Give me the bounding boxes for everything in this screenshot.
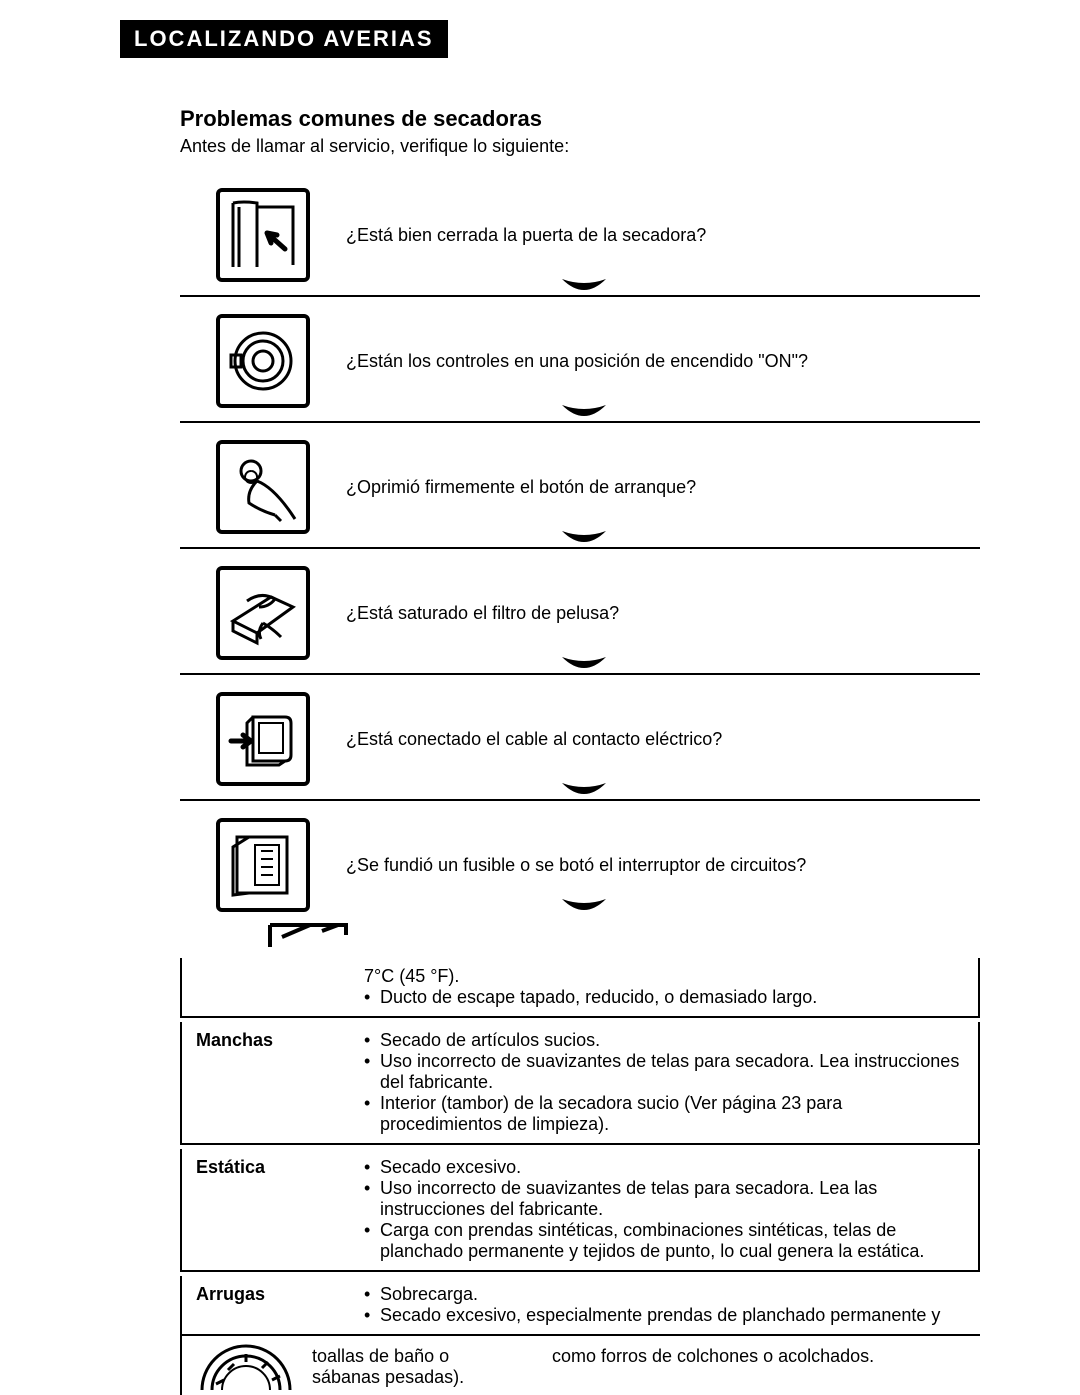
check-text: ¿Se fundió un fusible o se botó el inter…	[346, 855, 980, 876]
check-text: ¿Está conectado el cable al contacto elé…	[346, 729, 980, 750]
section-subtitle: Antes de llamar al servicio, verifique l…	[180, 136, 980, 157]
row-item: Secado de artículos sucios.	[380, 1030, 600, 1051]
frag-left: toallas de baño o sábanas pesadas).	[312, 1346, 522, 1388]
header-bar: LOCALIZANDO AVERIAS	[120, 20, 448, 58]
down-arrow-icon	[560, 529, 608, 549]
down-arrow-icon	[560, 781, 608, 801]
check-row: ¿Oprimió firmemente el botón de arranque…	[180, 423, 980, 549]
check-text: ¿Está saturado el filtro de pelusa?	[346, 603, 980, 624]
row-item: Secado excesivo, especialmente prendas d…	[380, 1305, 940, 1326]
row-item: Uso incorrecto de suavizantes de telas p…	[380, 1051, 964, 1093]
row-item: Sobrecarga.	[380, 1284, 478, 1305]
check-row: ¿Se fundió un fusible o se botó el inter…	[180, 801, 980, 915]
row-label: Estática	[182, 1149, 364, 1270]
row-label: Manchas	[182, 1022, 364, 1143]
duct-line: Ducto de escape tapado, reducido, o dema…	[380, 987, 817, 1008]
fusebox-icon	[216, 818, 310, 912]
partial-icon	[266, 921, 980, 954]
check-row: ¿Está saturado el filtro de pelusa?	[180, 549, 980, 675]
check-row: ¿Está bien cerrada la puerta de la secad…	[180, 171, 980, 297]
check-row: ¿Están los controles en una posición de …	[180, 297, 980, 423]
door-icon	[216, 188, 310, 282]
bottom-fragment: toallas de baño o sábanas pesadas). como…	[180, 1334, 980, 1395]
down-arrow-icon	[560, 897, 608, 917]
down-arrow-icon	[560, 403, 608, 423]
check-row: ¿Está conectado el cable al contacto elé…	[180, 675, 980, 801]
drum-icon	[182, 1336, 302, 1395]
plug-icon	[216, 692, 310, 786]
table-fragment-top: 7°C (45 °F). •Ducto de escape tapado, re…	[180, 958, 980, 1016]
check-text: ¿Oprimió firmemente el botón de arranque…	[346, 477, 980, 498]
temp-line: 7°C (45 °F).	[364, 966, 964, 987]
lint-filter-icon	[216, 566, 310, 660]
down-arrow-icon	[560, 277, 608, 297]
press-button-icon	[216, 440, 310, 534]
row-item: Uso incorrecto de suavizantes de telas p…	[380, 1178, 964, 1220]
checklist: ¿Está bien cerrada la puerta de la secad…	[180, 171, 980, 954]
row-item: Interior (tambor) de la secadora sucio (…	[380, 1093, 964, 1135]
table-row-estatica: Estática •Secado excesivo. •Uso incorrec…	[180, 1149, 980, 1270]
dial-icon	[216, 314, 310, 408]
check-text: ¿Están los controles en una posición de …	[346, 351, 980, 372]
row-item: Secado excesivo.	[380, 1157, 521, 1178]
row-label: Arrugas	[182, 1276, 364, 1334]
row-item: Carga con prendas sintéticas, combinacio…	[380, 1220, 964, 1262]
frag-right: como forros de colchones o acolchados.	[522, 1346, 970, 1388]
check-text: ¿Está bien cerrada la puerta de la secad…	[346, 225, 980, 246]
table-row-manchas: Manchas •Secado de artículos sucios. •Us…	[180, 1022, 980, 1143]
section-title: Problemas comunes de secadoras	[180, 106, 980, 132]
table-row-arrugas: Arrugas •Sobrecarga. •Secado excesivo, e…	[180, 1276, 980, 1334]
down-arrow-icon	[560, 655, 608, 675]
